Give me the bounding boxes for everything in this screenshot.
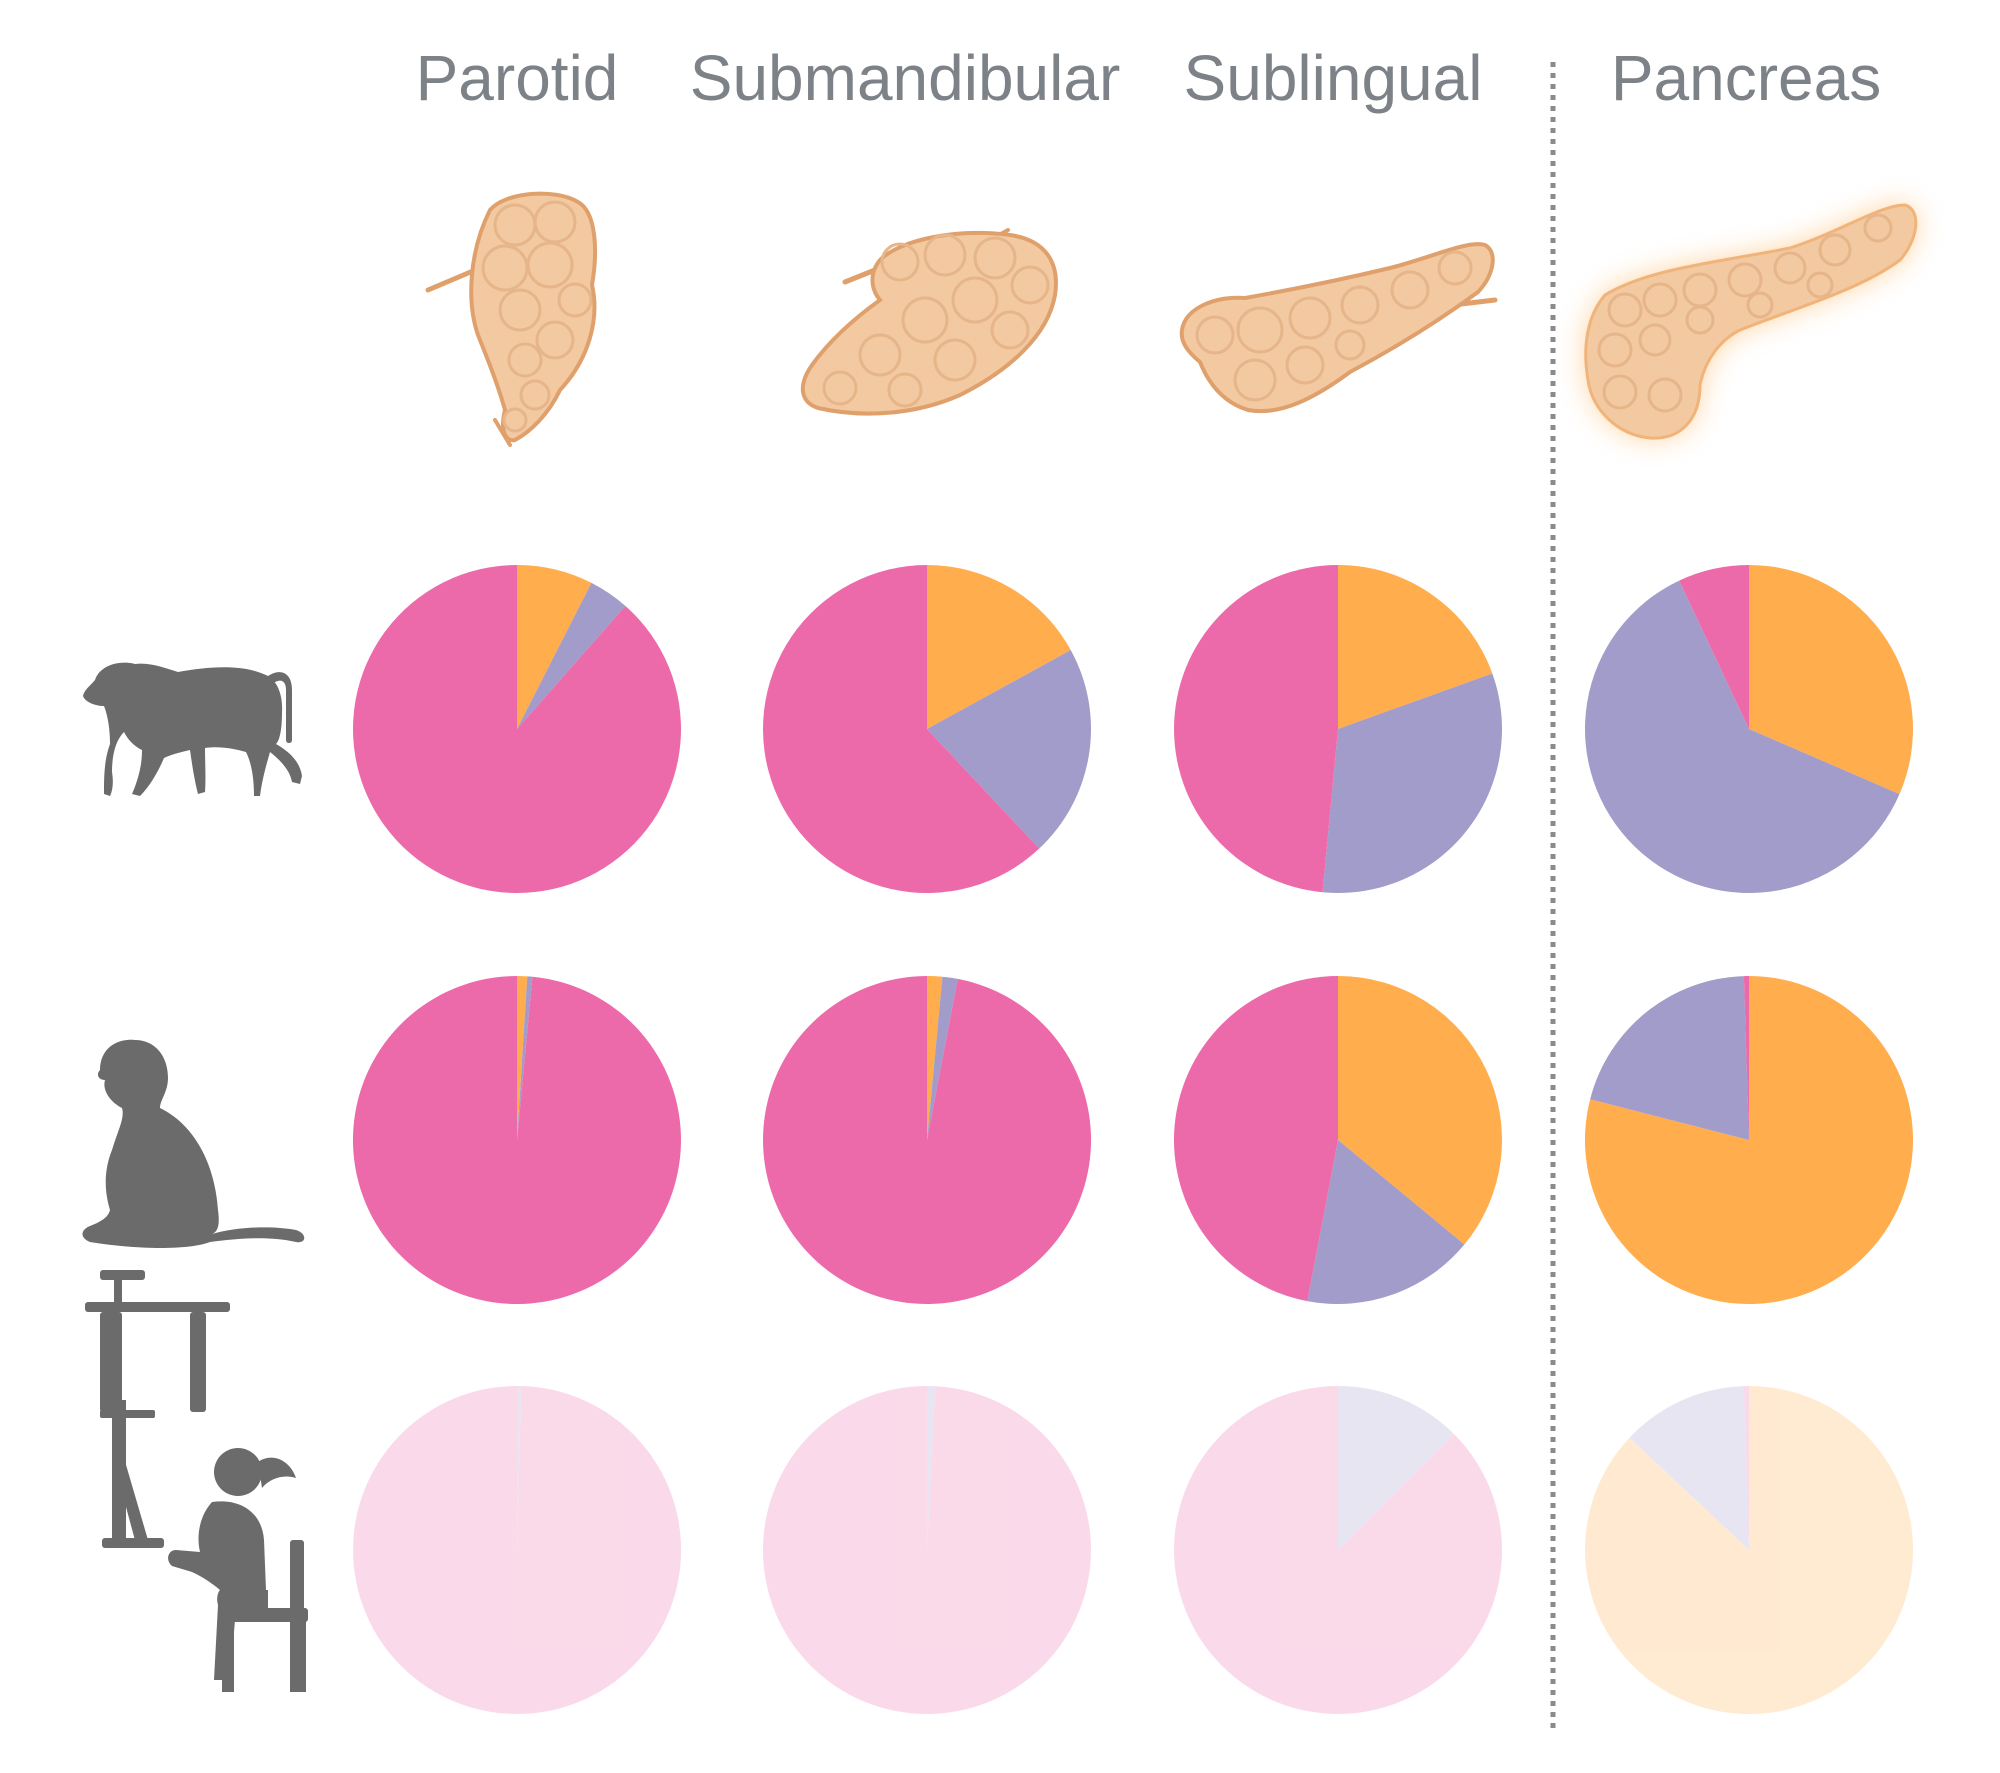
pie-slice-pink (352, 976, 681, 1304)
column-label-pancreas: Pancreas (1611, 42, 1881, 114)
pie-grid (352, 565, 1913, 1715)
sitting-monkey-icon (82, 1039, 305, 1248)
walking-primate-icon (83, 662, 302, 796)
pie-slice-pink (762, 1386, 1091, 1715)
sublingual-gland-illustration (1179, 242, 1498, 414)
pie-human-sublingual (1174, 1386, 1503, 1714)
pie-slice-orange (517, 975, 528, 1140)
pie-human-pancreas (1584, 1386, 1913, 1714)
pie-slice-orange (1584, 1386, 1913, 1714)
pie-slice-pink (1174, 565, 1338, 893)
pie-slice-purple (927, 1386, 936, 1550)
pie-slice-pink (353, 1386, 682, 1714)
pie-baboon-sublingual (1174, 565, 1502, 893)
pie-baboon-submandibular (763, 565, 1091, 894)
pie-slice-orange (517, 565, 592, 729)
parotid-gland-illustration (425, 191, 598, 447)
pie-slice-pink (763, 976, 1092, 1304)
pie-macaque-sublingual (1173, 976, 1502, 1305)
person-at-desk-icon-figure (102, 1400, 308, 1692)
pie-slice-orange (927, 565, 1071, 729)
pie-slice-purple (1584, 580, 1900, 894)
person-at-desk-icon (85, 1270, 230, 1547)
pie-slice-pink (1743, 1386, 1749, 1550)
pie-slice-purple (517, 1386, 522, 1550)
pie-macaque-parotid (352, 975, 681, 1304)
pie-slice-purple (1307, 1140, 1465, 1305)
pie-baboon-pancreas (1584, 565, 1913, 894)
pie-slice-purple (1590, 976, 1749, 1140)
pie-macaque-submandibular (763, 976, 1092, 1304)
submandibular-gland-illustration (801, 228, 1058, 416)
pie-macaque-pancreas (1584, 976, 1913, 1305)
pie-slice-pink (1679, 565, 1749, 729)
column-label-parotid: Parotid (416, 42, 619, 114)
pie-slice-purple (927, 649, 1091, 849)
pancreas-illustration (1584, 203, 1918, 440)
pie-baboon-parotid (353, 565, 682, 893)
pie-slice-purple (1338, 1386, 1454, 1550)
pie-slice-orange (1338, 565, 1493, 729)
column-label-submandibular: Submandibular (690, 42, 1121, 114)
pie-slice-purple (927, 976, 958, 1140)
pie-slice-purple (517, 976, 533, 1140)
pie-slice-pink (1173, 976, 1338, 1302)
pie-slice-pink (353, 565, 682, 893)
pie-slice-orange (1584, 976, 1913, 1305)
pie-slice-pink (1743, 976, 1749, 1140)
pie-human-parotid (353, 1386, 682, 1714)
pie-slice-purple (517, 582, 626, 729)
pie-slice-orange (927, 976, 943, 1140)
pie-slice-orange (1749, 565, 1913, 795)
pie-slice-pink (1174, 1386, 1503, 1714)
pie-slice-purple (1629, 1386, 1749, 1550)
pie-slice-purple (1322, 673, 1502, 893)
pie-human-submandibular (762, 1386, 1091, 1715)
pie-slice-pink (763, 565, 1040, 894)
column-label-sublingual: Sublingual (1184, 42, 1483, 114)
pie-slice-orange (1338, 976, 1502, 1245)
